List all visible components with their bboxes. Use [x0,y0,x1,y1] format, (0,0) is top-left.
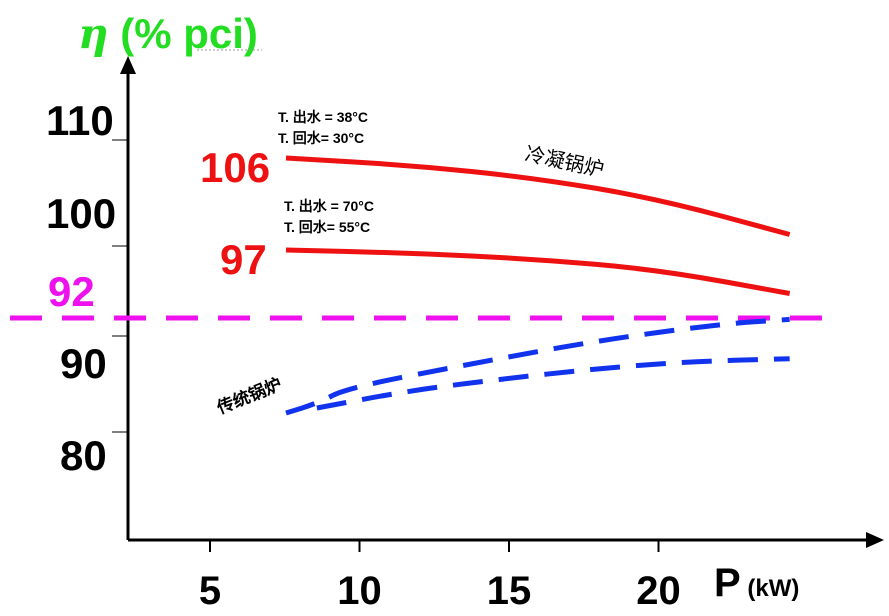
series-line-2 [285,247,791,296]
x-tick-label-10: 10 [337,569,382,613]
start-label-106: 106 [200,144,270,191]
x-axis-unit: (kW) [741,575,800,602]
x-tick-label-15: 15 [487,569,532,613]
condition-1-return: T. 回水= 30°C [278,130,364,146]
y-tick-label-90: 90 [60,340,107,387]
x-axis-symbol: P [714,561,741,605]
y-tick-label-110: 110 [46,97,114,144]
y-axis-arrow [120,56,136,74]
series-line-1 [285,155,791,237]
data-series [10,155,830,416]
reference-line-label: 92 [48,268,95,315]
eta-symbol: η [78,9,109,58]
y-axis-title: η (% pci) [78,9,258,58]
y-axis-unit: (% pci) [109,10,258,57]
x-axis-arrow [866,532,884,548]
start-label-97: 97 [220,236,267,283]
series-line-3 [285,316,790,416]
x-tick-label-5: 5 [199,569,221,613]
condition-1-outlet: T. 出水 = 38°C [278,109,368,125]
condition-2-outlet: T. 出水 = 70°C [284,198,374,214]
x-tick-label-20: 20 [636,569,681,613]
y-tick-label-100: 100 [46,190,116,237]
x-axis-title: P (kW) [714,561,799,605]
axis-ticks: 5 10 15 20 80 90 100 110 [46,97,681,613]
condensing-boiler-label: 冷凝锅炉 [523,141,606,181]
series-line-4 [316,356,790,411]
chart-labels: 92 106 97 T. 出水 = 38°C T. 回水= 30°C T. 出水 = 70… [48,109,606,419]
condition-2-return: T. 回水= 55°C [284,219,370,235]
traditional-boiler-label: 传统锅炉 [213,374,285,419]
y-tick-label-80: 80 [60,432,107,479]
